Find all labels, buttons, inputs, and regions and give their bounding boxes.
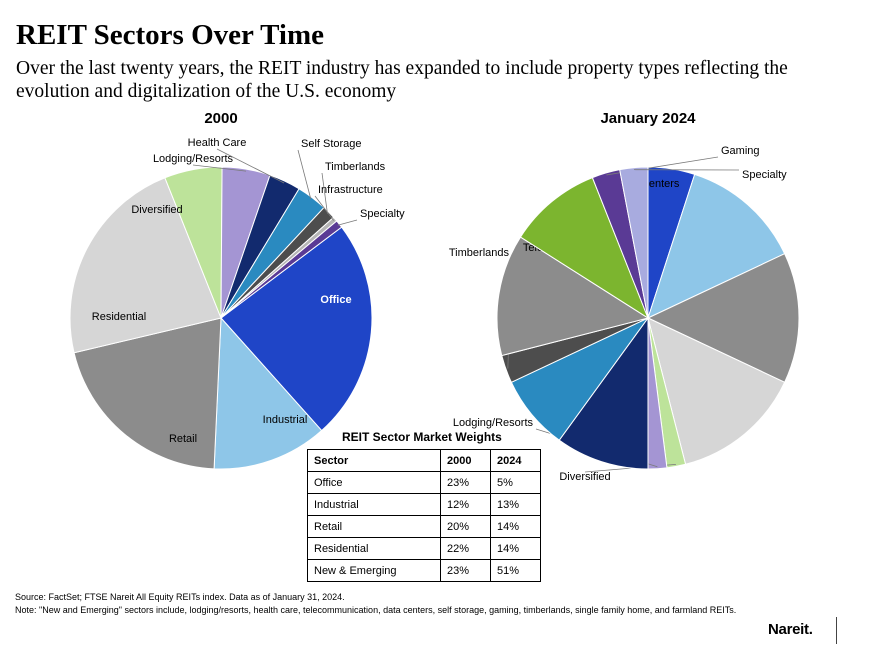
chart-title-2000: 2000 bbox=[204, 110, 237, 127]
column-header: 2000 bbox=[440, 449, 491, 472]
table-row: New & Emerging 23% 51% bbox=[307, 559, 541, 582]
table-cell: 51% bbox=[490, 559, 541, 582]
table-cell: Industrial bbox=[307, 493, 441, 516]
divider bbox=[836, 617, 837, 644]
page-title: REIT Sectors Over Time bbox=[16, 19, 324, 51]
pie-slice-residential bbox=[647, 317, 786, 465]
table-row: Retail 20% 14% bbox=[307, 515, 541, 538]
source-note: Source: FactSet; FTSE Nareit All Equity … bbox=[15, 592, 345, 602]
table-cell: Office bbox=[307, 471, 441, 494]
table-cell: 14% bbox=[490, 515, 541, 538]
table-cell: 23% bbox=[440, 559, 491, 582]
table-cell: 14% bbox=[490, 537, 541, 560]
slice-label: Diversified bbox=[559, 471, 610, 483]
slice-label: Timberlands bbox=[449, 247, 510, 259]
pie-slice-retail bbox=[73, 317, 222, 470]
pie-slice-telecommunication bbox=[496, 236, 650, 357]
chart-title-2024: January 2024 bbox=[600, 110, 696, 127]
slice-label: Gaming bbox=[721, 145, 760, 157]
slice-label: Diversified bbox=[131, 204, 182, 216]
table-cell: 5% bbox=[490, 471, 541, 494]
slice-label: Self Storage bbox=[301, 138, 362, 150]
slice-label: Infrastructure bbox=[318, 184, 383, 196]
slice-label: Lodging/Resorts bbox=[453, 417, 534, 429]
leader-line bbox=[337, 219, 358, 226]
table-cell: 22% bbox=[440, 537, 491, 560]
pie-slice-retail bbox=[646, 253, 800, 383]
slice-label: Industrial bbox=[263, 414, 308, 426]
leader-line bbox=[314, 195, 334, 221]
leader-line bbox=[216, 148, 285, 184]
footnote: Note: "New and Emerging" sectors include… bbox=[15, 605, 737, 615]
pie-slice-industrial bbox=[647, 173, 786, 319]
pie-slice-specialty bbox=[619, 166, 649, 319]
table-title: REIT Sector Market Weights bbox=[342, 430, 502, 444]
table-cell: 20% bbox=[440, 515, 491, 538]
leader-line bbox=[321, 172, 328, 214]
leader-line bbox=[192, 164, 247, 172]
table-header-row: Sector 2000 2024 bbox=[307, 449, 541, 472]
nareit-logo: Nareit. bbox=[768, 621, 813, 638]
pie-2000: Office Industrial Retail Residential Diversi… bbox=[69, 137, 405, 470]
pie-slice-industrial bbox=[213, 316, 323, 470]
page-subtitle: Over the last twenty years, the REIT ind… bbox=[16, 58, 788, 102]
table-cell: 23% bbox=[440, 471, 491, 494]
market-weights-table: Sector 2000 2024 Office 23% 5% Industria… bbox=[307, 449, 541, 582]
slice-label: Residential bbox=[92, 311, 146, 323]
pie-2024: OfficeIndustrialRetailResidentialDiversi… bbox=[449, 145, 800, 483]
slice-label: Lodging/Resorts bbox=[153, 153, 234, 165]
column-header: Sector bbox=[307, 449, 441, 472]
slice-label: Specialty bbox=[742, 169, 787, 181]
table-row: Office 23% 5% bbox=[307, 471, 541, 494]
table-cell: Retail bbox=[307, 515, 441, 538]
slice-label: Retail bbox=[169, 433, 197, 445]
pie-slice-residential bbox=[69, 177, 222, 354]
table-cell: Residential bbox=[307, 537, 441, 560]
pie-slice-office bbox=[220, 226, 373, 432]
slice-label: Timberlands bbox=[325, 161, 386, 173]
column-header: 2024 bbox=[490, 449, 541, 472]
pie-slice-specialty bbox=[220, 220, 343, 319]
table-cell: 12% bbox=[440, 493, 491, 516]
leader-line bbox=[297, 149, 312, 200]
pie-slice-data-centers bbox=[519, 176, 650, 320]
slice-label: Specialty bbox=[360, 208, 405, 220]
slice-label: Office bbox=[320, 294, 351, 306]
table-row: Industrial 12% 13% bbox=[307, 493, 541, 516]
table-cell: 13% bbox=[490, 493, 541, 516]
table-row: Residential 22% 14% bbox=[307, 537, 541, 560]
table-cell: New & Emerging bbox=[307, 559, 441, 582]
pie-slice-health-care bbox=[558, 316, 649, 470]
slice-label: Health Care bbox=[188, 137, 247, 149]
